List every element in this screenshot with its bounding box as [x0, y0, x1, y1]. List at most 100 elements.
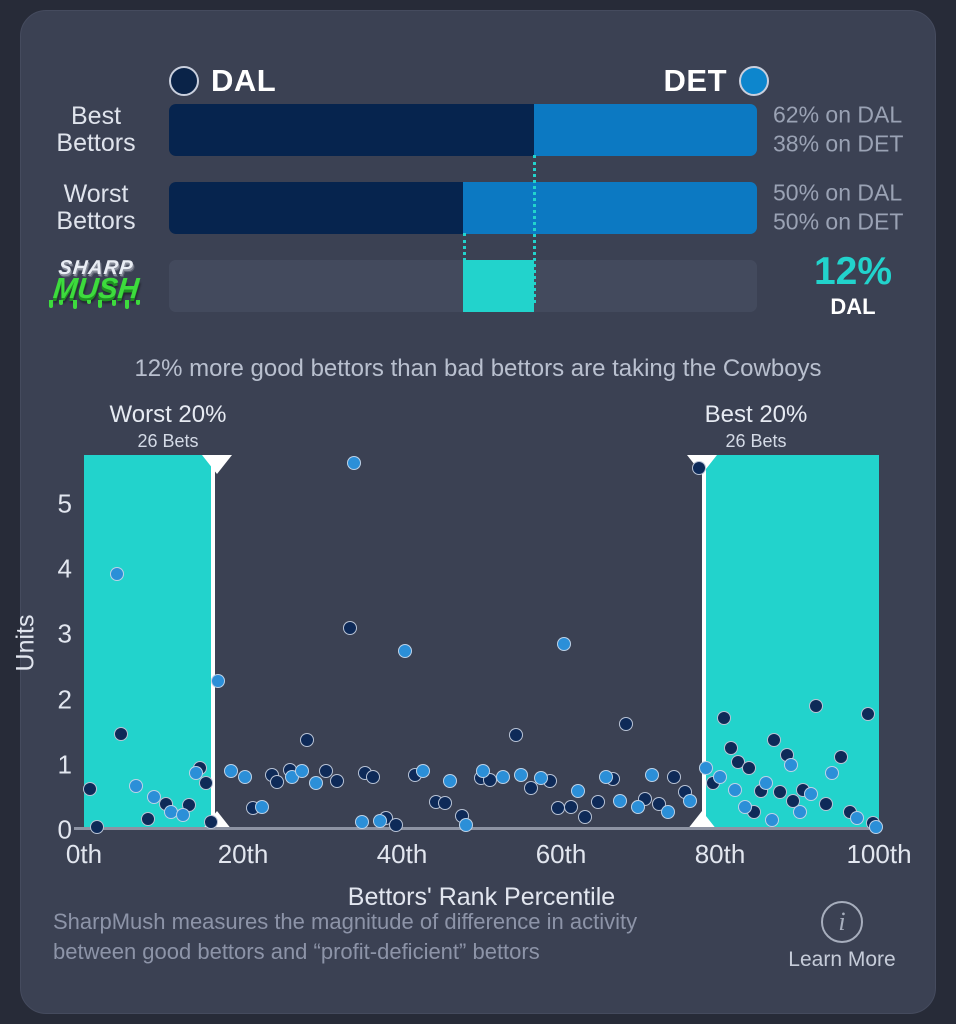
- scatter-point-det: [415, 764, 430, 779]
- summary-sentence: 12% more good bettors than bad bettors a…: [134, 355, 822, 382]
- scatter-point-det: [443, 774, 458, 789]
- scatter-point-det: [598, 769, 613, 784]
- scatter-point-dal: [319, 764, 334, 779]
- scatter-point-det: [294, 764, 309, 779]
- x-axis-label: Bettors' Rank Percentile: [347, 883, 616, 911]
- scatter-point-dal: [716, 710, 731, 725]
- team-home-label: DET: [663, 63, 727, 98]
- scatter-point-det: [224, 764, 239, 779]
- scatter-point-dal: [691, 461, 706, 476]
- logo-drip-decoration: [35, 299, 157, 309]
- footer: SharpMush measures the magnitude of diff…: [21, 901, 935, 987]
- scatter-point-dal: [809, 699, 824, 714]
- row-worst-values: 50% on DAL 50% on DET: [773, 179, 904, 235]
- row-worst-segment-dal: [169, 182, 463, 234]
- band-best-20: [702, 455, 879, 830]
- delta-teal-block: [463, 260, 534, 312]
- team-away-label: DAL: [211, 63, 277, 98]
- scatter-point-det: [764, 813, 779, 828]
- x-axis-line: [74, 827, 879, 830]
- scatter-point-det: [868, 819, 883, 834]
- footer-description: SharpMush measures the magnitude of diff…: [53, 909, 638, 964]
- scatter-point-det: [825, 765, 840, 780]
- scatter-point-dal: [591, 794, 606, 809]
- scatter-point-det: [803, 787, 818, 802]
- scatter-point-dal: [342, 620, 357, 635]
- scatter-point-det: [660, 804, 675, 819]
- scatter-point-det: [557, 637, 572, 652]
- x-axis-tick: 20th: [217, 839, 269, 869]
- delta-value-group: 12% DAL: [773, 252, 933, 320]
- scatter-point-det: [309, 776, 324, 791]
- scatter-point-det: [728, 782, 743, 797]
- x-axis-tick: 0th: [65, 839, 103, 869]
- scatter-point-dal: [113, 727, 128, 742]
- guide-line-62: [533, 155, 536, 303]
- sharpmush-card: DAL DET Best Bettors 62% on DAL 38% on D…: [12, 10, 936, 1014]
- scatter-point-dal: [270, 775, 285, 790]
- delta-team: DAL: [830, 294, 876, 319]
- y-axis-tick: 5: [57, 488, 72, 519]
- scatter-point-det: [372, 813, 387, 828]
- row-worst-bar: [169, 182, 757, 234]
- scatter-point-det: [189, 765, 204, 780]
- scatter-point-dal: [198, 776, 213, 791]
- scatter-point-dal: [724, 741, 739, 756]
- scatter-point-dal: [860, 706, 875, 721]
- scatter-point-det: [698, 761, 713, 776]
- learn-more-label: Learn More: [788, 948, 896, 971]
- band-worst-marker-top: [202, 455, 232, 474]
- team-circle-dal-icon: [169, 66, 199, 96]
- band-best-marker-bottom: [687, 811, 717, 830]
- y-axis-label: Units: [11, 614, 40, 671]
- scatter-point-dal: [523, 780, 538, 795]
- plot-area: Units Bettors' Rank Percentile 0 1 2 3 4 5 0th…: [12, 455, 912, 911]
- scatter-point-dal: [577, 809, 592, 824]
- row-best-bar: [169, 104, 757, 156]
- guide-line-50: [463, 233, 466, 303]
- split-bar-rows: Best Bettors 62% on DAL 38% on DET Worst…: [21, 99, 935, 333]
- scatter-point-det: [738, 800, 753, 815]
- delta-percent: 12%: [813, 250, 893, 293]
- row-worst-label: Worst Bettors: [56, 180, 136, 235]
- row-worst-bettors: Worst Bettors 50% on DAL 50% on DET: [21, 177, 935, 239]
- scatter-point-dal: [833, 749, 848, 764]
- scatter-point-det: [398, 643, 413, 658]
- y-axis-tick: 4: [57, 553, 72, 584]
- scatter-point-dal: [140, 811, 155, 826]
- scatter-point-det: [792, 804, 807, 819]
- delta-gap-right: [533, 260, 757, 312]
- scatter-point-dal: [767, 733, 782, 747]
- scatter-point-dal: [818, 796, 833, 811]
- scatter-point-det: [355, 815, 370, 830]
- sharpmush-logo: SHARP MUSH: [35, 257, 157, 314]
- x-axis-tick: 100th: [846, 839, 912, 869]
- row-best-bettors: Best Bettors 62% on DAL 38% on DET: [21, 99, 935, 161]
- x-axis-tick: 40th: [376, 839, 428, 869]
- scatter-point-det: [211, 674, 226, 689]
- x-axis-tick: 80th: [694, 839, 746, 869]
- scatter-point-dal: [666, 769, 681, 784]
- info-icon: i: [821, 901, 863, 943]
- learn-more-button[interactable]: i Learn More: [777, 901, 907, 972]
- row-best-values: 62% on DAL 38% on DET: [773, 101, 904, 157]
- row-sharpmush-delta: SHARP MUSH 12% DAL: [21, 252, 935, 320]
- scatter-point-dal: [329, 774, 344, 789]
- row-worst-segment-det: [463, 182, 757, 234]
- x-axis-tick: 60th: [535, 839, 587, 869]
- scatter-point-det: [495, 769, 510, 784]
- scatter-point-dal: [619, 716, 634, 731]
- scatter-point-dal: [83, 781, 98, 796]
- band-caption-best: Best 20% 26 Bets: [704, 401, 808, 451]
- scatter-point-det: [128, 778, 143, 793]
- y-axis-tick: 2: [57, 684, 72, 715]
- scatter-point-det: [612, 793, 627, 808]
- scatter-point-det: [346, 455, 361, 470]
- scatter-point-det: [237, 769, 252, 784]
- y-axis-tick: 3: [57, 618, 72, 649]
- band-caption-worst: Worst 20% 26 Bets: [109, 401, 227, 451]
- y-axis-tick: 0: [57, 814, 72, 845]
- scatter-point-det: [713, 769, 727, 784]
- scatter-point-det: [110, 566, 125, 581]
- scatter-point-det: [255, 800, 270, 815]
